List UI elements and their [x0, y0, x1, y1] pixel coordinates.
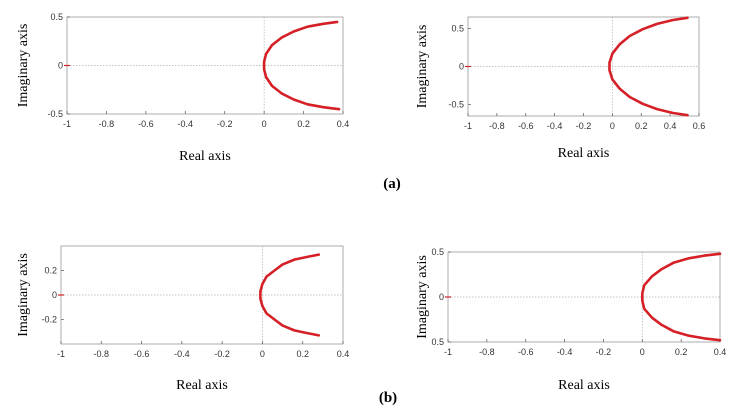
x-tick-label: -0.8 [99, 119, 115, 129]
row-label-a: (a) [383, 176, 401, 192]
x-axis-label: Real axis [558, 146, 610, 161]
root-locus-branch [608, 16, 689, 117]
x-tick-label: -0.4 [547, 121, 563, 131]
y-tick-label: 0 [58, 61, 63, 71]
y-tick-label: 0.5 [50, 12, 63, 22]
x-tick-label: -0.6 [138, 119, 154, 129]
x-tick-label: 0 [260, 349, 265, 359]
root-locus-branch [262, 20, 341, 111]
x-tick-label: -1 [63, 119, 71, 129]
y-tick-label: 0 [439, 292, 444, 302]
y-axis-label: Imaginary axis [415, 25, 430, 109]
y-tick-label: 0 [459, 62, 464, 72]
x-tick-label: 0.2 [675, 347, 688, 357]
x-tick-label: -0.4 [557, 347, 573, 357]
y-axis-label: Imaginary axis [16, 253, 31, 337]
y-tick-label: -0.5 [448, 100, 464, 110]
x-axis-label: Real axis [558, 378, 610, 393]
y-tick-label: 0.5 [431, 247, 444, 257]
y-axis-label: Imaginary axis [16, 24, 31, 108]
x-tick-label: -0.8 [489, 121, 505, 131]
x-tick-label: -0.8 [479, 347, 495, 357]
row-label-b: (b) [379, 390, 397, 406]
x-tick-label: 0 [640, 347, 645, 357]
x-tick-label: -0.6 [134, 349, 150, 359]
x-tick-label: -0.2 [214, 349, 230, 359]
x-tick-label: 0 [610, 121, 615, 131]
chart-panel-1: -1 -0.8 -0.6 -0.4 -0.2 0 0.2 0.4 -0.5 0 0.5 Real ax… [16, 12, 349, 164]
y-axis-label: Imaginary axis [415, 255, 430, 339]
x-tick-label: -0.6 [518, 121, 534, 131]
root-locus-branch [259, 253, 321, 337]
y-tick-label: 0.2 [44, 266, 57, 276]
x-tick-label: -1 [464, 121, 472, 131]
x-tick-label: 0.4 [664, 121, 677, 131]
y-tick-label: 0 [52, 290, 57, 300]
x-tick-label: 0.4 [714, 347, 727, 357]
chart-panel-4: -1 -0.8 -0.6 -0.4 -0.2 0 0.2 0.4 0.5 0 0.5 Real axi… [415, 247, 726, 393]
y-tick-label: -0.2 [41, 315, 57, 325]
x-tick-label: 0.2 [297, 119, 310, 129]
chart-panel-3: -1 -0.8 -0.6 -0.4 -0.2 0 0.2 0.4 -0.2 0 0.2 Real ax… [16, 245, 350, 393]
x-axis-label: Real axis [176, 378, 228, 393]
y-tick-label: 0.5 [431, 337, 444, 347]
x-tick-label: 0.4 [337, 349, 350, 359]
x-tick-label: -0.2 [576, 121, 592, 131]
x-tick-label: 0.4 [337, 119, 350, 129]
x-tick-label: -0.8 [94, 349, 110, 359]
chart-panel-2: -1 -0.8 -0.6 -0.4 -0.2 0 0.2 0.4 0.6 -0.5 0 0.5 Real… [415, 16, 706, 161]
x-tick-label: 0.6 [693, 121, 706, 131]
y-tick-label: -0.5 [47, 109, 63, 119]
x-tick-label: -0.6 [518, 347, 534, 357]
x-tick-label: 0 [262, 119, 267, 129]
x-tick-label: -0.2 [596, 347, 612, 357]
root-locus-branch [640, 252, 722, 342]
x-tick-label: -0.4 [178, 119, 194, 129]
x-tick-label: -1 [57, 349, 65, 359]
x-tick-label: 0.2 [296, 349, 309, 359]
x-tick-label: -1 [444, 347, 452, 357]
y-tick-label: 0.5 [451, 23, 464, 33]
x-tick-label: -0.4 [174, 349, 190, 359]
x-tick-label: -0.2 [217, 119, 233, 129]
x-axis-label: Real axis [179, 149, 231, 164]
x-tick-label: 0.2 [635, 121, 648, 131]
